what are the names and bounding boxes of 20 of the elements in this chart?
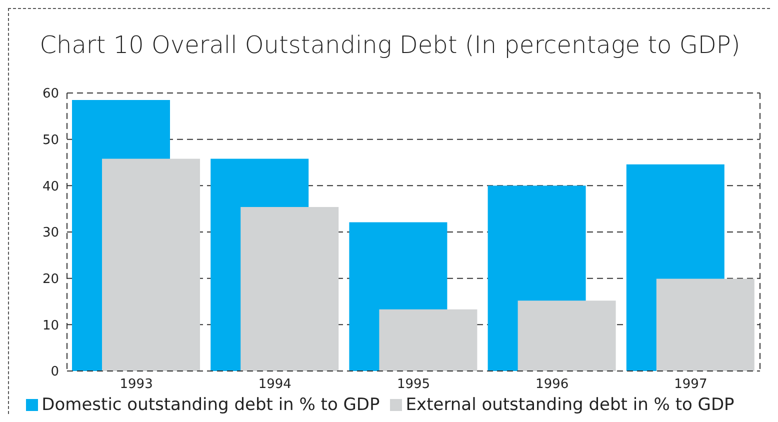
x-tick-label: 1995	[396, 377, 430, 392]
x-tick-label: 1994	[258, 377, 292, 392]
bar	[656, 278, 754, 371]
y-tick-label: 0	[50, 364, 59, 380]
bar	[518, 300, 616, 371]
bar	[379, 309, 478, 371]
y-tick-label: 10	[42, 318, 59, 334]
x-tick-label: 1996	[536, 377, 569, 392]
y-tick-label: 30	[42, 226, 59, 241]
y-tick-label: 40	[42, 179, 59, 194]
y-tick-label: 50	[42, 132, 59, 148]
legend-label: Domestic outstanding debt in % to GDP	[42, 395, 380, 415]
x-tick-label: 1993	[120, 377, 153, 392]
bar	[240, 206, 339, 371]
x-tick-label: 1997	[674, 377, 708, 392]
y-tick-label: 60	[42, 86, 59, 102]
legend-label: External outstanding debt in % to GDP	[406, 395, 734, 415]
chart-title: Chart 10 Overall Outstanding Debt (In percentage to GDP)	[38, 31, 742, 59]
bar	[102, 158, 200, 371]
y-tick-label: 20	[42, 272, 59, 287]
